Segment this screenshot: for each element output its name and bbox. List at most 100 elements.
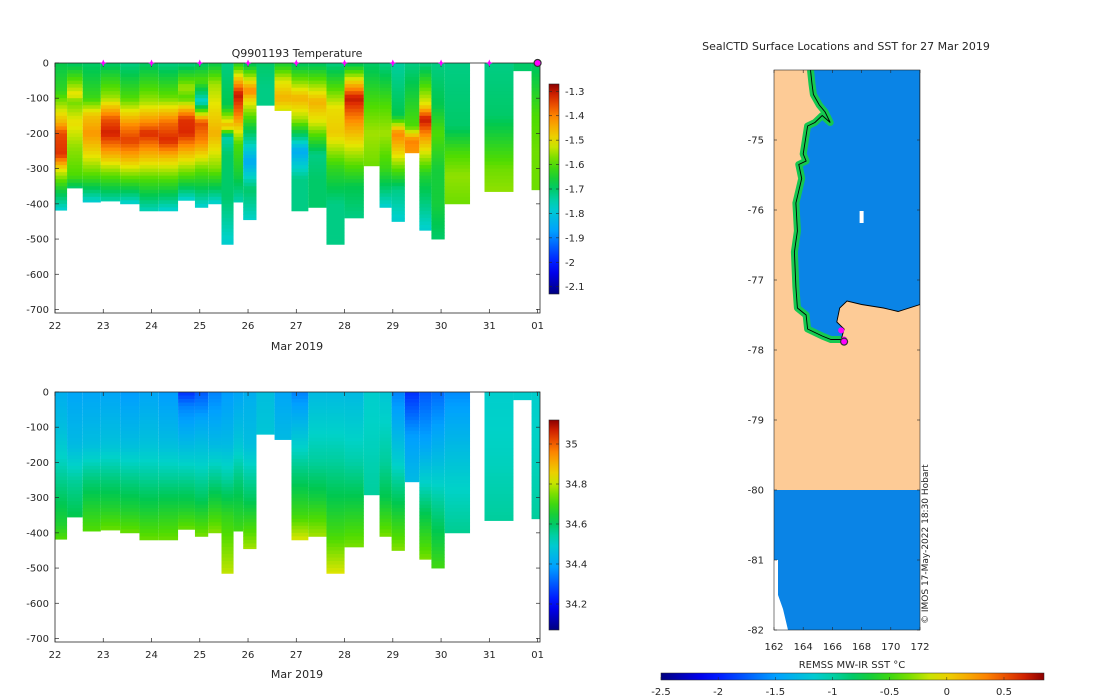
heatmap-cell	[194, 497, 209, 502]
heatmap-cell	[326, 536, 345, 541]
heatmap-cell	[379, 392, 392, 396]
heatmap-cell	[233, 94, 244, 99]
heatmap-cell	[243, 214, 257, 219]
heatmap-cell	[221, 497, 234, 502]
heatmap-cell	[221, 427, 234, 432]
heatmap-cell	[484, 413, 514, 418]
lat-tick-label: -77	[748, 276, 764, 287]
heatmap-cell	[363, 122, 380, 127]
heatmap-cell	[139, 115, 159, 120]
heatmap-cell	[67, 427, 83, 432]
heatmap-cell	[243, 182, 257, 187]
heatmap-cell	[139, 154, 159, 159]
heatmap-cell	[344, 161, 364, 166]
heatmap-cell	[208, 133, 222, 138]
heatmap-cell	[308, 172, 327, 177]
heatmap-cell	[444, 483, 471, 488]
heatmap-cell	[308, 529, 327, 534]
heatmap-cell	[274, 101, 292, 106]
heatmap-cell	[431, 151, 445, 155]
heatmap-cell	[221, 539, 234, 544]
heatmap-cell	[379, 511, 392, 516]
sst-colorbar-tick-label: 0.5	[996, 687, 1012, 698]
heatmap-cell	[391, 101, 405, 106]
heatmap-cell	[431, 235, 445, 240]
heatmap-cell	[444, 91, 471, 96]
heatmap-cell	[326, 469, 345, 474]
heatmap-cell	[344, 543, 364, 548]
heatmap-cell	[221, 140, 234, 145]
heatmap-cell	[243, 515, 257, 520]
heatmap-cell	[513, 399, 532, 401]
heatmap-cell	[291, 448, 309, 453]
heatmap-cell	[243, 94, 257, 99]
heatmap-cell	[291, 126, 309, 131]
heatmap-cell	[55, 399, 68, 403]
heatmap-cell	[158, 420, 179, 425]
heatmap-cell	[363, 487, 380, 491]
heatmap-cell	[208, 430, 222, 435]
heatmap-cell	[291, 465, 309, 470]
heatmap-cell	[67, 158, 83, 162]
heatmap-cell	[158, 472, 179, 477]
heatmap-cell	[531, 465, 540, 470]
heatmap-cell	[484, 147, 514, 152]
heatmap-cell	[484, 165, 514, 170]
heatmap-cell	[363, 392, 380, 396]
heatmap-cell	[55, 70, 68, 74]
lon-tick-label: 166	[823, 642, 842, 653]
heatmap-cell	[419, 179, 432, 184]
heatmap-cell	[431, 77, 445, 81]
heatmap-cell	[484, 465, 514, 470]
heatmap-cell	[82, 444, 101, 449]
heatmap-cell	[243, 518, 257, 523]
heatmap-cell	[178, 465, 195, 470]
heatmap-cell	[291, 98, 309, 103]
heatmap-cell	[67, 455, 83, 460]
heatmap-cell	[531, 402, 540, 407]
heatmap-cell	[419, 210, 432, 215]
heatmap-cell	[120, 501, 140, 506]
heatmap-cell	[444, 476, 471, 481]
heatmap-cell	[208, 200, 222, 205]
heatmap-cell	[419, 504, 432, 509]
heatmap-cell	[120, 437, 140, 442]
sst-colorbar-tick-label: -2	[713, 687, 723, 698]
heatmap-cell	[404, 122, 420, 127]
heatmap-cell	[326, 94, 345, 99]
heatmap-cell	[82, 189, 101, 194]
heatmap-cell	[100, 444, 121, 449]
heatmap-cell	[379, 140, 392, 145]
heatmap-cell	[291, 532, 309, 537]
heatmap-cell	[444, 501, 471, 506]
heatmap-cell	[139, 423, 159, 428]
heatmap-cell	[431, 480, 445, 484]
heatmap-cell	[233, 455, 244, 460]
y-tick-label: -200	[26, 458, 49, 469]
heatmap-cell	[67, 133, 83, 138]
heatmap-cell	[531, 140, 540, 145]
heatmap-cell	[326, 448, 345, 453]
heatmap-cell	[326, 472, 345, 477]
heatmap-cell	[233, 427, 244, 432]
heatmap-cell	[208, 465, 222, 470]
heatmap-cell	[139, 416, 159, 421]
heatmap-cell	[55, 189, 68, 194]
heatmap-cell	[158, 105, 179, 110]
heatmap-cell	[444, 98, 471, 103]
heatmap-cell	[391, 546, 405, 551]
lon-tick-label: 164	[794, 642, 813, 653]
heatmap-cell	[291, 508, 309, 513]
heatmap-cell	[55, 179, 68, 184]
heatmap-cell	[291, 182, 309, 187]
heatmap-cell	[391, 193, 405, 198]
heatmap-cell	[256, 413, 275, 418]
heatmap-cell	[419, 525, 432, 530]
heatmap-cell	[326, 235, 345, 240]
heatmap-cell	[82, 423, 101, 428]
heatmap-cell	[404, 126, 420, 131]
heatmap-cell	[391, 399, 405, 403]
heatmap-cell	[221, 550, 234, 555]
heatmap-cell	[82, 63, 101, 67]
heatmap-cell	[194, 126, 209, 131]
